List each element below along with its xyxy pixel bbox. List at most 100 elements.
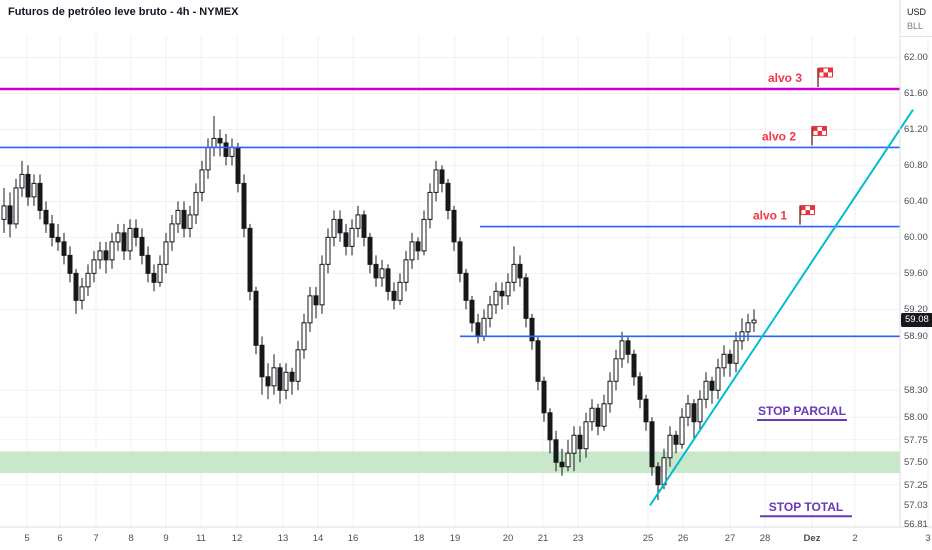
candle-body-down <box>37 182 43 211</box>
candle-body-up <box>589 407 595 423</box>
candle-body-up <box>169 223 175 243</box>
time-axis-label: 2 <box>852 533 858 544</box>
flag-cell <box>817 126 822 131</box>
checkered-flag-icon <box>817 67 833 87</box>
candle-body-up <box>481 317 487 337</box>
candle-body-up <box>733 340 739 364</box>
flag-cell <box>822 130 827 136</box>
candle-body-down <box>577 434 583 450</box>
time-axis-label: 3 <box>925 533 931 544</box>
candle-body-down <box>151 272 157 283</box>
units-divider <box>901 36 932 37</box>
candle-body-down <box>61 241 67 256</box>
candle-body-up <box>271 367 277 387</box>
candle-body-down <box>367 236 373 265</box>
stop-label: STOP TOTAL <box>769 500 843 514</box>
candle-body-up <box>229 146 235 157</box>
candle-body-down <box>691 403 697 423</box>
flag-cell <box>828 67 833 73</box>
time-axis-label: 8 <box>128 533 134 544</box>
flag-cell <box>810 205 815 211</box>
price-axis-label: 62.00 <box>904 52 928 64</box>
candle-body-up <box>721 353 727 369</box>
time-axis-label: 27 <box>724 533 736 544</box>
candle-body-up <box>487 304 493 319</box>
flag-cell <box>805 210 810 215</box>
candle-body-up <box>97 250 103 261</box>
candle-body-up <box>115 232 121 243</box>
candle-body-down <box>625 340 631 355</box>
price-axis-label: 58.00 <box>904 412 928 424</box>
candle-body-down <box>595 407 601 427</box>
candle-body-down <box>223 142 229 157</box>
candle-body-down <box>553 439 559 463</box>
time-axis-label: Dez <box>803 533 821 544</box>
checkered-flag-icon <box>799 205 815 225</box>
candle-body-down <box>259 344 265 378</box>
flag-cell <box>823 67 828 73</box>
candle-body-down <box>373 263 379 279</box>
candle-body-down <box>241 182 247 229</box>
candle-body-down <box>73 272 79 301</box>
candle-body-down <box>559 461 565 468</box>
candle-body-up <box>409 241 415 261</box>
target-label: alvo 2 <box>762 129 796 143</box>
candle-body-down <box>361 214 367 238</box>
candle-body-up <box>565 452 571 468</box>
candle-body-up <box>355 214 361 229</box>
time-axis-label: 18 <box>413 533 425 544</box>
candle-body-down <box>265 376 271 387</box>
currency-label: USD <box>906 7 926 17</box>
candle-body-down <box>67 254 73 274</box>
candle-body-up <box>295 349 301 382</box>
candle-body-up <box>751 319 757 324</box>
checkered-flag-icon <box>811 125 827 146</box>
flag-border <box>812 125 827 136</box>
candle-body-down <box>385 268 391 292</box>
candle-body-down <box>517 263 523 279</box>
candle-body-down <box>637 376 643 400</box>
candle-body-up <box>601 403 607 427</box>
candle-body-down <box>145 254 151 274</box>
price-axis-label: 57.75 <box>904 434 928 446</box>
time-axis-label: 6 <box>57 533 63 544</box>
time-axis-label: 21 <box>537 533 549 544</box>
flag-cell <box>822 126 827 131</box>
price-axis-label: 60.80 <box>904 160 928 172</box>
candle-body-up <box>193 191 199 216</box>
candle-body-down <box>463 272 469 301</box>
candle-body-down <box>499 290 505 297</box>
time-axis-label: 20 <box>502 533 514 544</box>
candle-body-up <box>13 187 19 225</box>
candle-body-down <box>277 367 283 391</box>
candle-body-up <box>715 367 721 391</box>
candle-body-down <box>253 290 259 346</box>
candle-body-up <box>283 371 289 391</box>
price-axis-label: 60.00 <box>904 232 928 244</box>
candle-body-up <box>31 182 37 198</box>
candle-body-up <box>127 227 133 252</box>
candle-body-down <box>337 218 343 234</box>
candle-body-up <box>571 434 577 454</box>
candle-body-up <box>205 146 211 171</box>
candle-body-down <box>55 236 61 243</box>
price-axis-label: 56.81 <box>904 519 928 531</box>
chart-title[interactable]: Futuros de petróleo leve bruto - 4h - NY… <box>8 6 239 18</box>
candle-body-down <box>415 241 421 252</box>
candle-body-down <box>673 434 679 445</box>
candle-body-down <box>139 236 145 256</box>
candle-body-down <box>655 466 661 486</box>
last-price-badge: 59.08 <box>901 313 932 328</box>
candle-body-down <box>523 277 529 319</box>
support-zone[interactable] <box>0 451 900 474</box>
time-axis-label: 13 <box>277 533 289 544</box>
candle-body-up <box>301 322 307 351</box>
price-axis-label: 61.20 <box>904 124 928 136</box>
trendline[interactable] <box>649 109 914 506</box>
flag-border <box>818 67 833 78</box>
candle-body-up <box>619 340 625 360</box>
candle-body-up <box>109 241 115 261</box>
flag-cell <box>813 130 818 136</box>
